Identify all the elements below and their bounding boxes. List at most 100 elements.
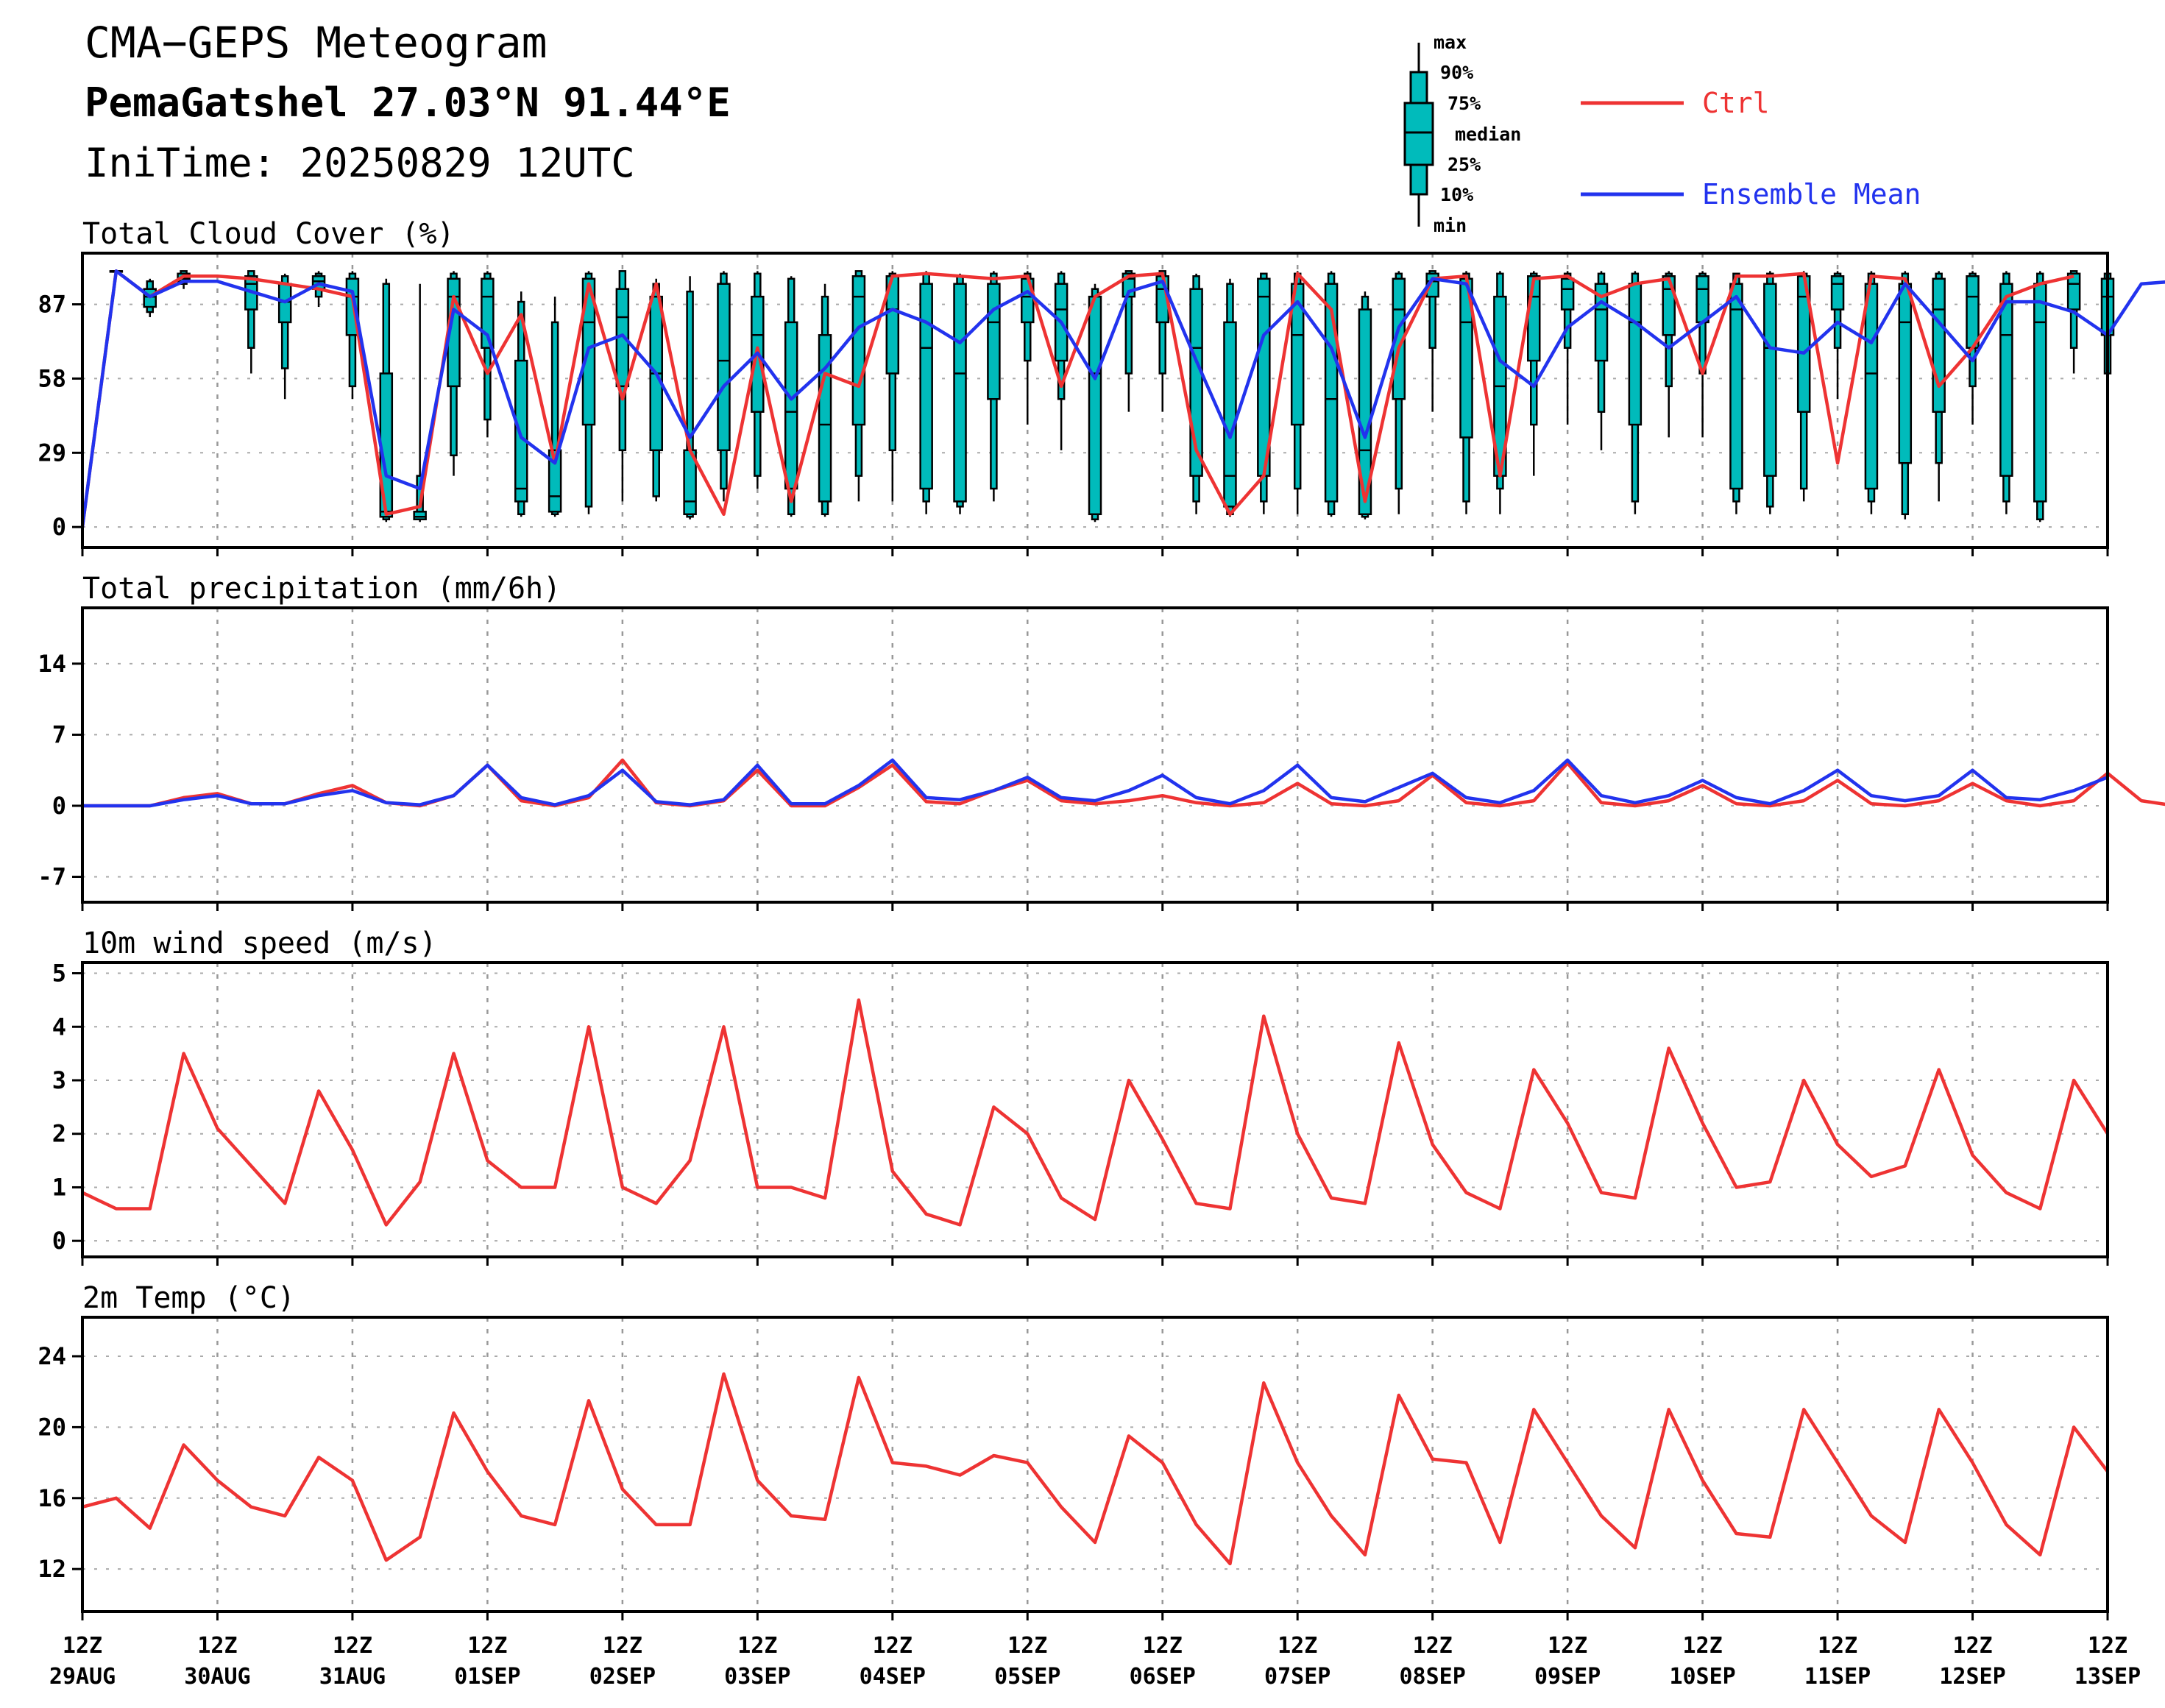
chart-1-title: Total precipitation (mm/6h) bbox=[82, 572, 561, 606]
chart-0-box bbox=[2033, 271, 2047, 522]
chart-0-box-iqr bbox=[1560, 277, 1575, 311]
legend: max 90% 75% median 25% 10% min Ctrl Ense… bbox=[1403, 32, 1921, 236]
legend-iqr-box bbox=[1403, 102, 1434, 166]
x-tick-label-date: 09SEP bbox=[1534, 1664, 1601, 1690]
x-tick-label-hour: 12Z bbox=[1548, 1633, 1587, 1659]
x-tick-label-hour: 12Z bbox=[467, 1633, 507, 1659]
chart-0-box bbox=[1290, 271, 1305, 514]
chart-0-box bbox=[1088, 283, 1102, 522]
chart-0-box-iqr bbox=[1290, 283, 1305, 426]
chart-0-box-iqr bbox=[1088, 295, 1102, 516]
legend-box-glyph bbox=[1403, 43, 1434, 227]
chart-0-box bbox=[818, 283, 832, 517]
legend-label-p75: 75% bbox=[1448, 93, 1481, 114]
chart-0-box bbox=[1358, 291, 1372, 520]
chart-0-box bbox=[1560, 271, 1575, 425]
chart-2-ytick-label: 5 bbox=[52, 960, 66, 988]
figure-title: CMA−GEPS Meteogram bbox=[85, 18, 548, 68]
panel-10m-wind-speed: 10m wind speed (m/s) 0 1 2 3 4 5 bbox=[52, 926, 2109, 1266]
chart-0-box bbox=[919, 271, 933, 514]
legend-label-p10: 10% bbox=[1440, 184, 1473, 205]
chart-3-ytick-label: 24 bbox=[38, 1342, 66, 1370]
chart-2-ctrl-line bbox=[82, 998, 2109, 1227]
chart-0-box-iqr bbox=[1324, 283, 1339, 503]
x-tick-label-date: 03SEP bbox=[724, 1664, 790, 1690]
x-tick-label-date: 07SEP bbox=[1264, 1664, 1330, 1690]
x-tick-label-date: 31AUG bbox=[319, 1664, 386, 1690]
chart-0-box-iqr bbox=[1729, 283, 1743, 490]
x-tick-label-hour: 12Z bbox=[1818, 1633, 1857, 1659]
legend-ctrl-label: Ctrl bbox=[1702, 87, 1770, 119]
chart-3-ytick-label: 20 bbox=[38, 1413, 66, 1441]
chart-0-box-iqr bbox=[987, 283, 1001, 400]
legend-label-min: min bbox=[1434, 215, 1467, 236]
chart-0-box-iqr bbox=[953, 283, 967, 503]
panel-total-precipitation: Total precipitation (mm/6h) -7 0 7 14 bbox=[38, 572, 2165, 911]
chart-0-box-iqr bbox=[1358, 308, 1372, 516]
chart-0-box-iqr bbox=[1966, 275, 1980, 349]
chart-0-box bbox=[683, 276, 697, 520]
chart-0-box bbox=[514, 291, 528, 517]
init-time-label: IniTime: 20250829 12UTC bbox=[85, 140, 635, 186]
x-tick-label-date: 30AUG bbox=[184, 1664, 250, 1690]
chart-3-frame bbox=[81, 1316, 2109, 1613]
legend-label-max: max bbox=[1434, 32, 1467, 53]
legend-label-p90: 90% bbox=[1440, 62, 1473, 83]
x-tick-label-hour: 12Z bbox=[1683, 1633, 1723, 1659]
chart-0-box bbox=[244, 270, 258, 374]
chart-2-ytick-label: 0 bbox=[52, 1227, 66, 1255]
chart-1-ytick-label: 7 bbox=[52, 720, 66, 748]
chart-0-box-iqr bbox=[1662, 275, 1676, 336]
x-tick-label-hour: 12Z bbox=[2088, 1633, 2127, 1659]
chart-0-box bbox=[1830, 271, 1845, 400]
chart-1-mean-line bbox=[82, 758, 2108, 808]
x-tick-label-date: 05SEP bbox=[994, 1664, 1060, 1690]
chart-0-box-iqr bbox=[1695, 275, 1709, 324]
chart-0-box-iqr bbox=[514, 359, 528, 503]
x-tick-label-hour: 12Z bbox=[1143, 1633, 1183, 1659]
x-tick-label-hour: 12Z bbox=[1007, 1633, 1047, 1659]
x-tick-label-hour: 12Z bbox=[197, 1633, 237, 1659]
chart-0-box bbox=[717, 271, 731, 502]
chart-0-box bbox=[1898, 271, 1913, 520]
chart-2-ytick-label: 1 bbox=[52, 1173, 66, 1201]
chart-0-box-iqr bbox=[784, 321, 798, 490]
x-tick-label-date: 13SEP bbox=[2074, 1664, 2141, 1690]
chart-0-box bbox=[1999, 271, 2013, 514]
chart-0-box-iqr bbox=[1864, 283, 1879, 490]
chart-2-frame bbox=[81, 961, 2109, 1258]
chart-0-ytick-label: 29 bbox=[38, 439, 66, 467]
x-tick-label-date: 06SEP bbox=[1130, 1664, 1196, 1690]
panel-2m-temp: 2m Temp (°C) 12 16 20 24 bbox=[38, 1281, 2109, 1620]
x-tick-label-date: 29AUG bbox=[49, 1664, 116, 1690]
chart-0-box-iqr bbox=[919, 283, 933, 490]
x-tick-label-hour: 12Z bbox=[873, 1633, 913, 1659]
x-tick-label-hour: 12Z bbox=[737, 1633, 777, 1659]
chart-0-box-p10-p90 bbox=[1428, 270, 1436, 349]
chart-1-frame bbox=[81, 606, 2109, 904]
chart-0-box-iqr bbox=[2066, 272, 2081, 311]
chart-2-ytick-label: 3 bbox=[52, 1066, 66, 1094]
x-tick-label-hour: 12Z bbox=[1952, 1633, 1992, 1659]
x-tick-label-date: 11SEP bbox=[1804, 1664, 1871, 1690]
chart-0-box-iqr bbox=[413, 511, 427, 520]
chart-0-box-iqr bbox=[2033, 283, 2047, 503]
chart-0-box-iqr bbox=[1830, 275, 1845, 311]
chart-0-box bbox=[1729, 272, 1743, 514]
chart-1-ytick-label: 0 bbox=[52, 792, 66, 820]
chart-0-box bbox=[615, 270, 630, 502]
chart-0-box-iqr bbox=[1223, 321, 1237, 508]
chart-0-frame bbox=[81, 252, 2109, 549]
chart-2-ytick-label: 2 bbox=[52, 1120, 66, 1148]
chart-2-ytick-label: 4 bbox=[52, 1013, 66, 1041]
chart-0-box-p10-p90 bbox=[1124, 270, 1133, 375]
x-tick-label-date: 12SEP bbox=[1939, 1664, 2005, 1690]
chart-3-ytick-label: 12 bbox=[38, 1555, 66, 1583]
chart-0-box bbox=[1257, 272, 1271, 514]
chart-1-ytick-label: 14 bbox=[38, 650, 66, 678]
x-tick-label-hour: 12Z bbox=[1413, 1633, 1453, 1659]
chart-0-box-iqr bbox=[1999, 283, 2013, 477]
chart-0-box bbox=[2066, 270, 2081, 374]
